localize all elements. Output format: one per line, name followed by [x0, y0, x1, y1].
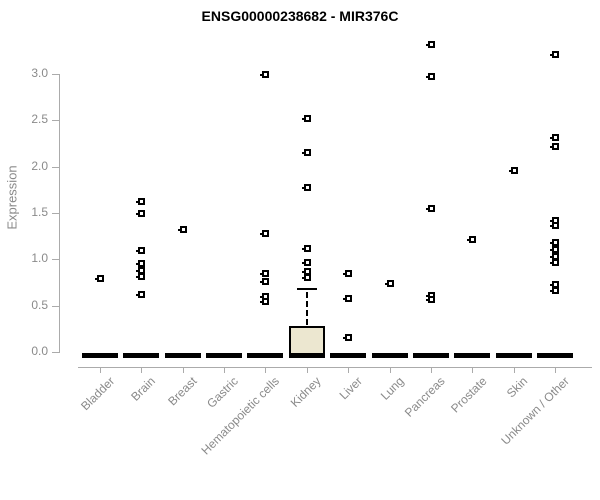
data-point[interactable]	[549, 143, 559, 151]
y-tick-mark	[52, 212, 59, 214]
x-tick-mark	[514, 367, 515, 373]
data-point[interactable]	[467, 235, 477, 243]
median-bar[interactable]	[164, 353, 201, 358]
x-category-label: Skin	[504, 374, 531, 401]
data-point[interactable]	[136, 197, 146, 205]
data-point[interactable]	[136, 209, 146, 217]
median-bar[interactable]	[82, 353, 118, 358]
data-point[interactable]	[301, 259, 311, 267]
x-category-label: Brain	[128, 374, 159, 404]
whisker-cap	[296, 287, 317, 290]
x-category-label: Hematopoietic cells	[198, 374, 283, 458]
data-point[interactable]	[343, 295, 353, 303]
data-point[interactable]	[301, 245, 311, 253]
x-category-label: Breast	[165, 374, 200, 409]
y-axis-line	[59, 73, 60, 353]
y-tick-label: 2.5	[31, 112, 48, 127]
x-axis-line	[78, 367, 592, 368]
x-category-label: Gastric	[204, 374, 241, 411]
y-tick-mark	[52, 73, 59, 75]
data-point[interactable]	[301, 148, 311, 156]
data-point[interactable]	[425, 72, 435, 80]
data-point[interactable]	[301, 273, 311, 281]
chart-title: ENSG00000238682 - MIR376C	[201, 8, 399, 24]
x-tick-mark	[472, 367, 473, 373]
data-point[interactable]	[136, 290, 146, 298]
x-tick-mark	[555, 367, 556, 373]
y-tick-label: 2.0	[31, 158, 48, 173]
data-point[interactable]	[425, 205, 435, 213]
y-tick-mark	[52, 166, 59, 168]
y-tick-mark	[52, 352, 59, 353]
data-point[interactable]	[549, 286, 559, 294]
data-point[interactable]	[343, 334, 353, 342]
y-tick-label: 1.0	[31, 251, 48, 266]
data-point[interactable]	[260, 270, 270, 278]
data-point[interactable]	[508, 167, 518, 175]
y-tick-mark	[52, 259, 59, 261]
data-point[interactable]	[260, 230, 270, 238]
data-point[interactable]	[549, 50, 559, 58]
median-bar[interactable]	[412, 353, 449, 358]
x-category-label: Pancreas	[402, 374, 448, 420]
data-point[interactable]	[301, 114, 311, 122]
x-tick-mark	[431, 367, 432, 373]
data-point[interactable]	[260, 277, 270, 285]
data-point[interactable]	[95, 274, 104, 282]
median-bar[interactable]	[536, 353, 573, 358]
median-bar[interactable]	[371, 353, 408, 358]
y-axis-title: Expression	[4, 165, 20, 230]
median-bar[interactable]	[247, 353, 284, 358]
y-tick-mark	[52, 305, 59, 307]
whisker-dashed-line	[305, 291, 308, 326]
median-bar[interactable]	[330, 353, 367, 358]
data-point[interactable]	[425, 296, 435, 304]
x-category-label: Bladder	[77, 374, 117, 414]
x-tick-mark	[183, 367, 184, 373]
y-tick-label: 0.5	[31, 297, 48, 312]
data-point[interactable]	[384, 280, 394, 288]
data-point[interactable]	[549, 259, 559, 267]
y-tick-label: 3.0	[31, 65, 48, 80]
x-category-label: Prostate	[447, 374, 490, 416]
data-point[interactable]	[177, 225, 187, 233]
median-bar[interactable]	[123, 353, 160, 358]
data-point[interactable]	[260, 70, 270, 78]
y-tick-label: 1.5	[31, 204, 48, 219]
x-tick-mark	[307, 367, 308, 373]
y-tick-label: 0.0	[31, 344, 48, 358]
x-tick-mark	[100, 367, 101, 373]
data-point[interactable]	[260, 298, 270, 306]
data-point[interactable]	[301, 184, 311, 192]
data-point[interactable]	[136, 247, 146, 255]
data-point[interactable]	[136, 260, 146, 268]
x-category-label: Lung	[377, 374, 407, 403]
x-tick-mark	[265, 367, 266, 373]
median-bar[interactable]	[288, 353, 325, 358]
data-point[interactable]	[549, 238, 559, 246]
x-tick-mark	[348, 367, 349, 373]
data-point[interactable]	[549, 246, 559, 254]
data-point[interactable]	[549, 252, 559, 260]
data-point[interactable]	[343, 270, 353, 278]
data-point[interactable]	[549, 222, 559, 230]
median-bar[interactable]	[206, 353, 243, 358]
x-category-label: Liver	[336, 374, 366, 403]
x-tick-mark	[390, 367, 391, 373]
data-point[interactable]	[549, 134, 559, 141]
x-category-label: Kidney	[287, 374, 324, 410]
data-point[interactable]	[136, 273, 146, 280]
x-tick-mark	[224, 367, 225, 373]
box-iqr[interactable]	[288, 326, 325, 356]
median-bar[interactable]	[454, 353, 491, 358]
y-tick-mark	[52, 120, 59, 122]
median-bar[interactable]	[495, 353, 532, 358]
data-point[interactable]	[425, 41, 435, 49]
x-tick-mark	[141, 367, 142, 373]
